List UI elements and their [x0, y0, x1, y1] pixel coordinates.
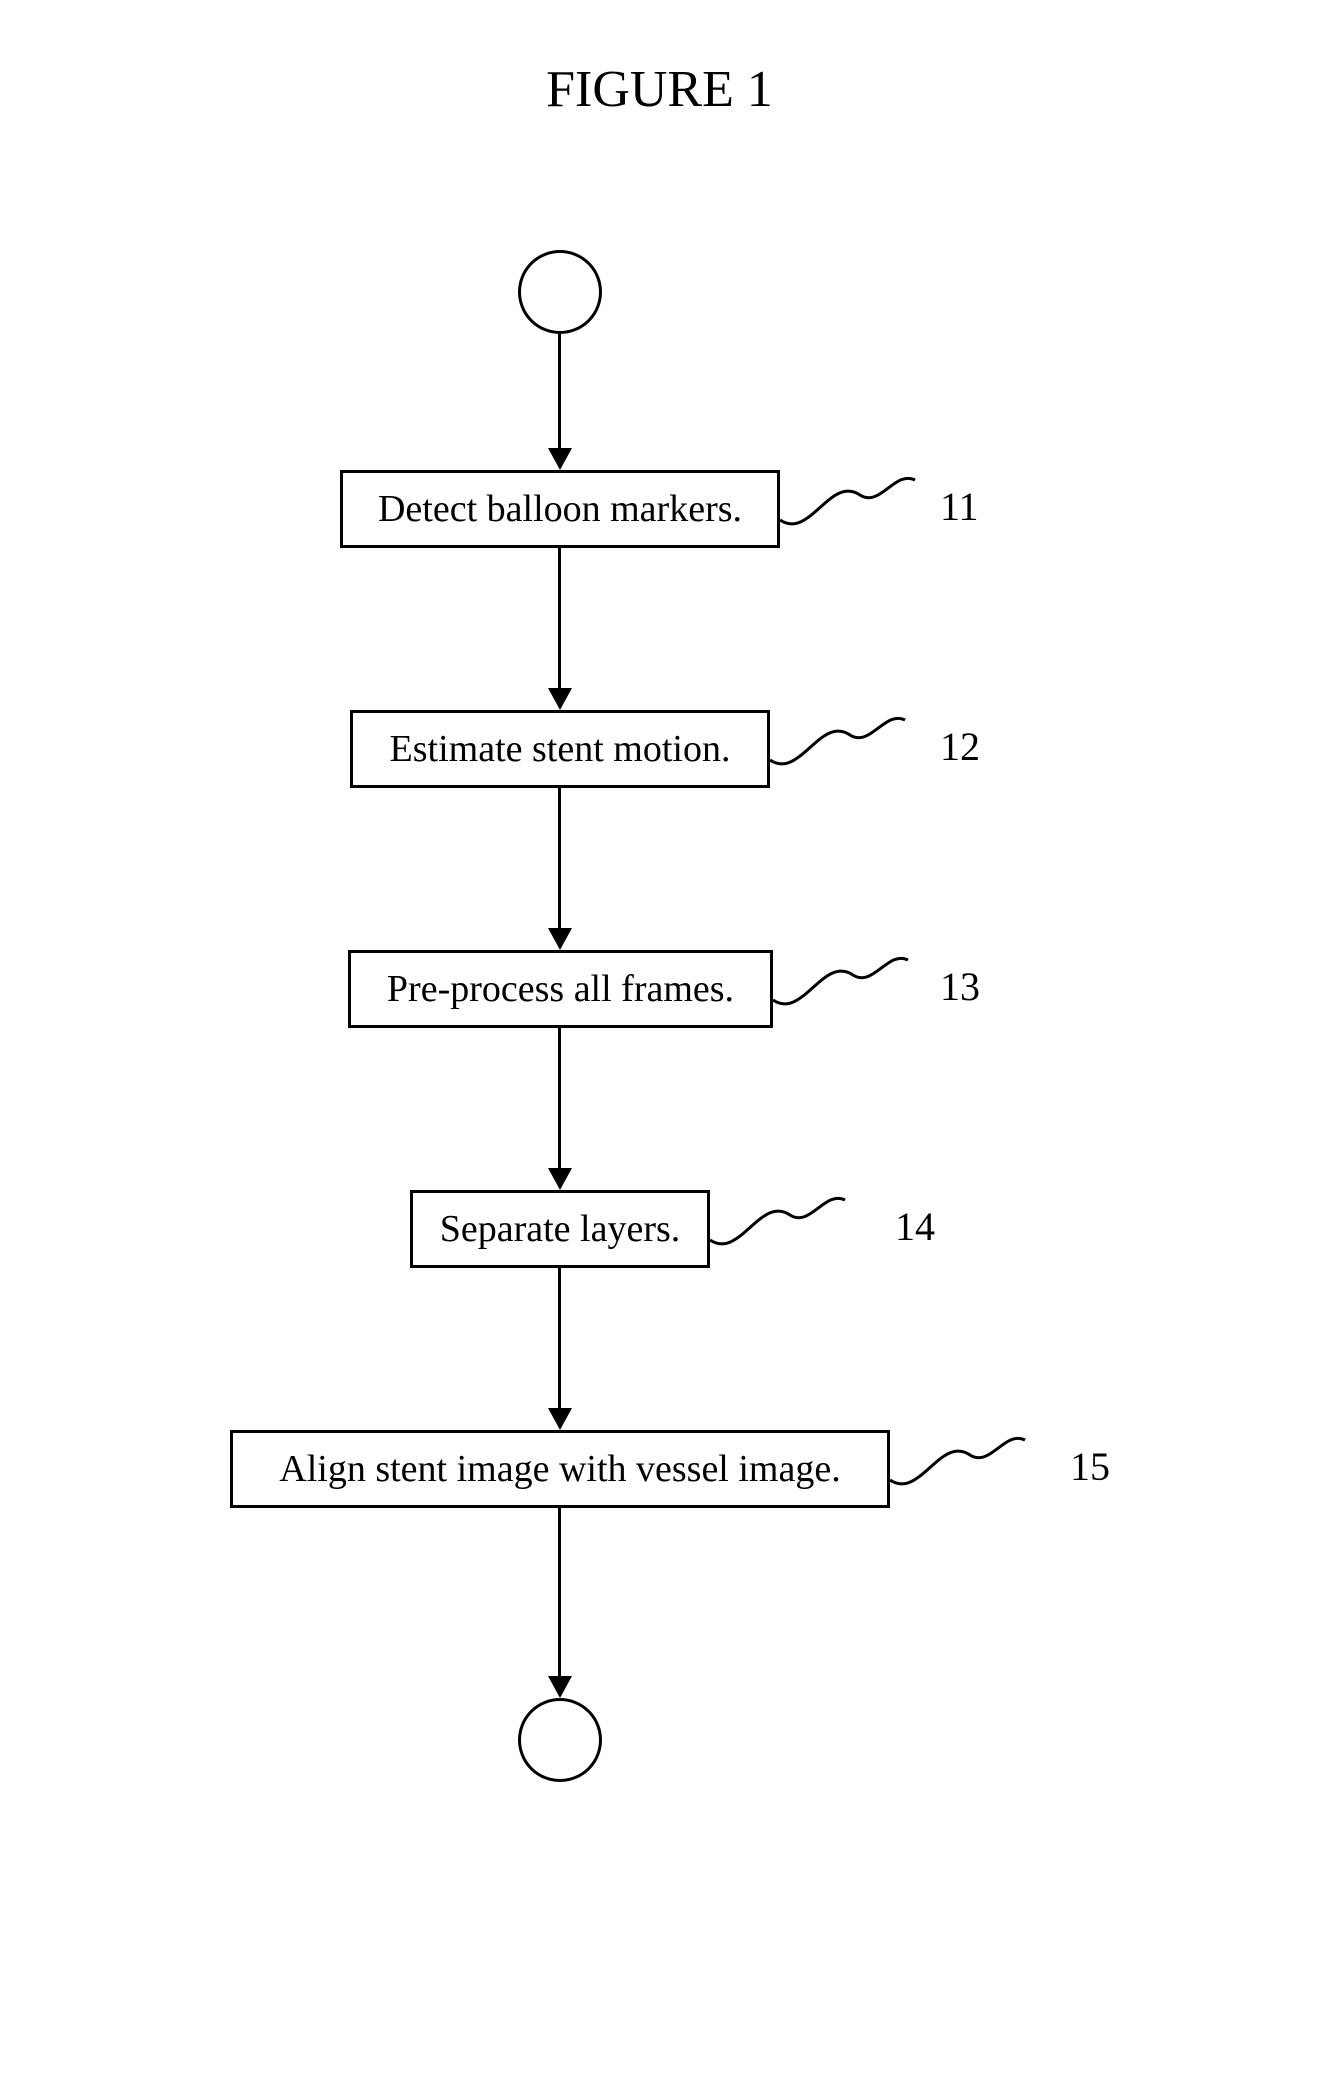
process-text-12: Estimate stent motion. — [390, 727, 731, 771]
ref-label-15: 15 — [1070, 1443, 1110, 1490]
arrowhead-13-to-14 — [548, 1168, 572, 1190]
arrowhead-start-to-11 — [548, 448, 572, 470]
ref-label-14: 14 — [895, 1203, 935, 1250]
arrow-11-to-12 — [558, 548, 561, 688]
arrow-15-to-end — [558, 1508, 561, 1676]
start-terminator — [518, 250, 602, 334]
process-box-15: Align stent image with vessel image. — [230, 1430, 890, 1508]
arrow-13-to-14 — [558, 1028, 561, 1168]
arrow-14-to-15 — [558, 1268, 561, 1408]
arrowhead-15-to-end — [548, 1676, 572, 1698]
ref-label-12: 12 — [940, 723, 980, 770]
process-text-14: Separate layers. — [440, 1207, 681, 1251]
arrow-start-to-11 — [558, 334, 561, 448]
figure-title: FIGURE 1 — [0, 60, 1319, 119]
ref-tie-11 — [780, 465, 920, 545]
arrowhead-12-to-13 — [548, 928, 572, 950]
process-box-12: Estimate stent motion. — [350, 710, 770, 788]
process-text-15: Align stent image with vessel image. — [279, 1447, 840, 1491]
ref-tie-15 — [890, 1425, 1030, 1505]
ref-tie-13 — [773, 945, 913, 1025]
process-box-14: Separate layers. — [410, 1190, 710, 1268]
ref-tie-12 — [770, 705, 910, 785]
ref-label-13: 13 — [940, 963, 980, 1010]
process-box-13: Pre-process all frames. — [348, 950, 773, 1028]
end-terminator — [518, 1698, 602, 1782]
ref-tie-14 — [710, 1185, 850, 1265]
process-text-11: Detect balloon markers. — [378, 487, 742, 531]
process-text-13: Pre-process all frames. — [387, 967, 734, 1011]
ref-label-11: 11 — [940, 483, 979, 530]
arrowhead-14-to-15 — [548, 1408, 572, 1430]
process-box-11: Detect balloon markers. — [340, 470, 780, 548]
arrow-12-to-13 — [558, 788, 561, 928]
arrowhead-11-to-12 — [548, 688, 572, 710]
